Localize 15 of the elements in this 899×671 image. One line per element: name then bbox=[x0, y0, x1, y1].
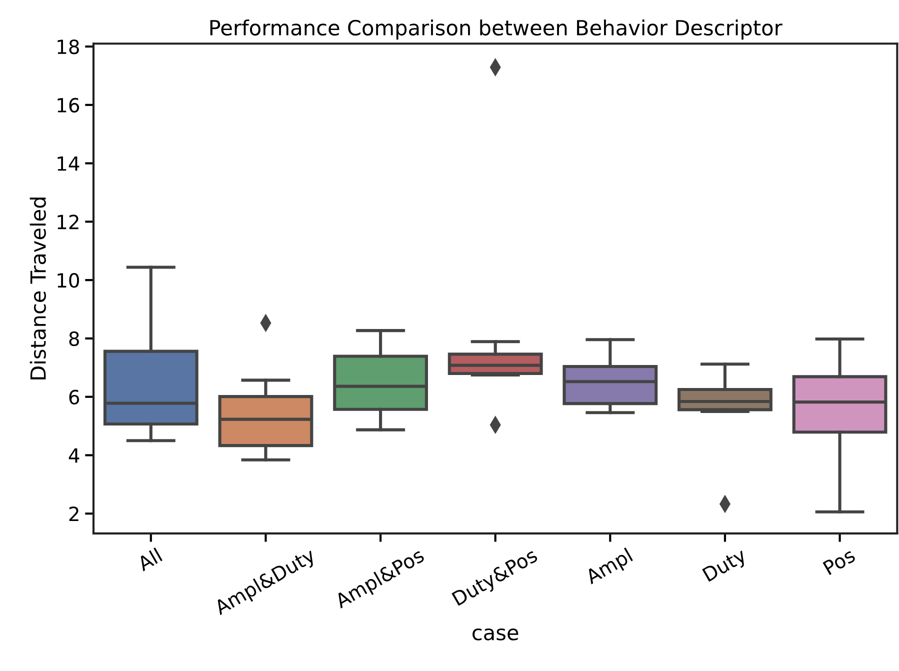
y-tick-label: 12 bbox=[58, 214, 78, 230]
y-tick-label: 8 bbox=[69, 331, 79, 346]
y-tick-label: 6 bbox=[69, 390, 80, 404]
x-tick-label: Pos bbox=[822, 548, 856, 576]
y-tick-label: 16 bbox=[58, 98, 80, 113]
y-tick-label: 2 bbox=[69, 506, 78, 521]
y-tick-label: 18 bbox=[58, 39, 79, 54]
y-tick-label: 4 bbox=[68, 448, 80, 463]
x-tick-label: Duty bbox=[702, 547, 750, 586]
x-tick-label: All bbox=[136, 548, 162, 572]
y-tick-label: 14 bbox=[58, 156, 80, 171]
x-axis-title: case bbox=[472, 628, 518, 640]
chart-title: Performance Comparison between Behavior Descriptor bbox=[210, 19, 782, 40]
y-axis-title: Distance Traveled bbox=[30, 198, 46, 380]
y-tick-label: 10 bbox=[58, 273, 80, 288]
